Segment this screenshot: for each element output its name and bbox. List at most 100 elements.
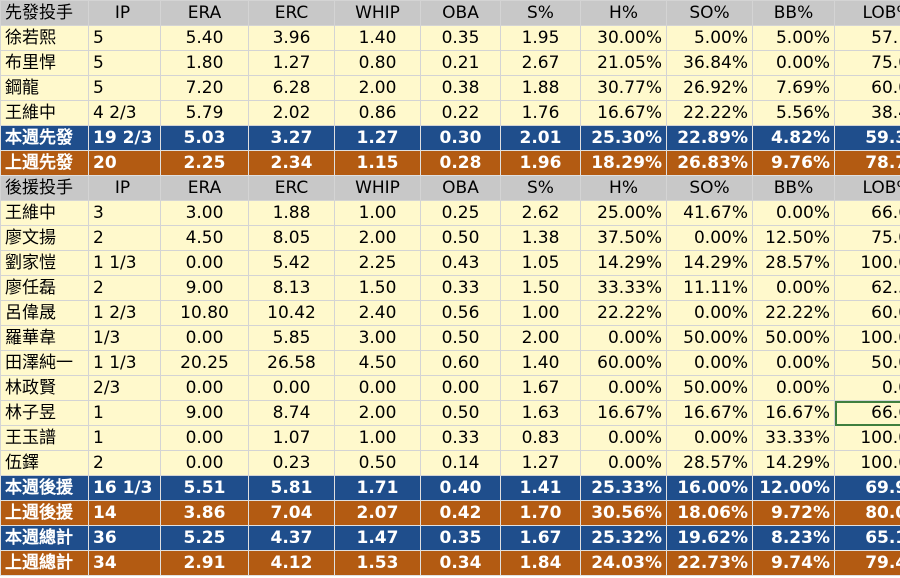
oba-cell[interactable]: 0.34 [420,550,501,576]
erc-cell[interactable]: 1.27 [248,50,335,76]
so-cell[interactable]: 0.00% [666,300,753,326]
column-header-lob-pct[interactable]: LOB% [834,0,900,26]
s-cell[interactable]: 0.83 [500,425,581,451]
s-cell[interactable]: 2.00 [500,325,581,351]
s-cell[interactable]: 1.40 [500,350,581,376]
section-title[interactable]: 先發投手 [0,0,89,26]
h-cell[interactable]: 18.29% [580,150,667,176]
so-cell[interactable]: 26.92% [666,75,753,101]
so-cell[interactable]: 16.00% [666,475,753,501]
oba-cell[interactable]: 0.50 [420,325,501,351]
pitcher-name-cell[interactable]: 廖任磊 [0,275,89,301]
so-cell[interactable]: 5.00% [666,25,753,51]
h-cell[interactable]: 60.00% [580,350,667,376]
ip-cell[interactable]: 2/3 [88,375,161,401]
column-header-whip[interactable]: WHIP [334,175,421,201]
lob-cell[interactable]: 62.50% [834,275,900,301]
pitcher-name-cell[interactable]: 伍鐸 [0,450,89,476]
era-cell[interactable]: 5.25 [160,525,249,551]
oba-cell[interactable]: 0.43 [420,250,501,276]
bb-cell[interactable]: 22.22% [752,300,835,326]
oba-cell[interactable]: 0.28 [420,150,501,176]
bb-cell[interactable]: 9.74% [752,550,835,576]
h-cell[interactable]: 37.50% [580,225,667,251]
h-cell[interactable]: 0.00% [580,375,667,401]
so-cell[interactable]: 36.84% [666,50,753,76]
era-cell[interactable]: 20.25 [160,350,249,376]
lob-cell[interactable]: 79.46% [834,550,900,576]
lob-cell[interactable]: 100.00% [834,450,900,476]
erc-cell[interactable]: 5.81 [248,475,335,501]
whip-cell[interactable]: 0.80 [334,50,421,76]
s-cell[interactable]: 1.70 [500,500,581,526]
column-header-s-pct[interactable]: S% [500,175,581,201]
h-cell[interactable]: 0.00% [580,325,667,351]
column-header-oba[interactable]: OBA [420,175,501,201]
whip-cell[interactable]: 0.00 [334,375,421,401]
s-cell[interactable]: 1.76 [500,100,581,126]
era-cell[interactable]: 5.03 [160,125,249,151]
lob-cell[interactable]: 66.67% [834,200,900,226]
so-cell[interactable]: 14.29% [666,250,753,276]
lob-cell[interactable]: 75.00% [834,50,900,76]
ip-cell[interactable]: 1 2/3 [88,300,161,326]
h-cell[interactable]: 25.00% [580,200,667,226]
whip-cell[interactable]: 0.86 [334,100,421,126]
ip-cell[interactable]: 5 [88,50,161,76]
erc-cell[interactable]: 0.23 [248,450,335,476]
oba-cell[interactable]: 0.30 [420,125,501,151]
whip-cell[interactable]: 2.40 [334,300,421,326]
column-header-h-pct[interactable]: H% [580,175,667,201]
so-cell[interactable]: 11.11% [666,275,753,301]
h-cell[interactable]: 30.00% [580,25,667,51]
h-cell[interactable]: 0.00% [580,425,667,451]
era-cell[interactable]: 9.00 [160,400,249,426]
era-cell[interactable]: 0.00 [160,250,249,276]
whip-cell[interactable]: 2.25 [334,250,421,276]
s-cell[interactable]: 2.62 [500,200,581,226]
erc-cell[interactable]: 3.96 [248,25,335,51]
column-header-bb-pct[interactable]: BB% [752,175,835,201]
column-header-s-pct[interactable]: S% [500,0,581,26]
lob-cell[interactable]: 100.00% [834,325,900,351]
s-cell[interactable]: 1.63 [500,400,581,426]
column-header-bb-pct[interactable]: BB% [752,0,835,26]
so-cell[interactable]: 26.83% [666,150,753,176]
ip-cell[interactable]: 4 2/3 [88,100,161,126]
era-cell[interactable]: 0.00 [160,425,249,451]
pitcher-name-cell[interactable]: 田澤純一 [0,350,89,376]
ip-cell[interactable]: 36 [88,525,161,551]
erc-cell[interactable]: 5.85 [248,325,335,351]
so-cell[interactable]: 22.22% [666,100,753,126]
column-header-ip[interactable]: IP [88,0,161,26]
whip-cell[interactable]: 1.27 [334,125,421,151]
erc-cell[interactable]: 5.42 [248,250,335,276]
era-cell[interactable]: 0.00 [160,450,249,476]
h-cell[interactable]: 22.22% [580,300,667,326]
so-cell[interactable]: 50.00% [666,325,753,351]
ip-cell[interactable]: 2 [88,225,161,251]
oba-cell[interactable]: 0.42 [420,500,501,526]
bb-cell[interactable]: 8.23% [752,525,835,551]
erc-cell[interactable]: 7.04 [248,500,335,526]
bb-cell[interactable]: 5.00% [752,25,835,51]
oba-cell[interactable]: 0.33 [420,425,501,451]
era-cell[interactable]: 1.80 [160,50,249,76]
whip-cell[interactable]: 1.53 [334,550,421,576]
erc-cell[interactable]: 4.12 [248,550,335,576]
oba-cell[interactable]: 0.35 [420,25,501,51]
s-cell[interactable]: 1.84 [500,550,581,576]
erc-cell[interactable]: 4.37 [248,525,335,551]
bb-cell[interactable]: 50.00% [752,325,835,351]
s-cell[interactable]: 1.41 [500,475,581,501]
h-cell[interactable]: 30.77% [580,75,667,101]
oba-cell[interactable]: 0.50 [420,225,501,251]
era-cell[interactable]: 9.00 [160,275,249,301]
bb-cell[interactable]: 5.56% [752,100,835,126]
pitcher-name-cell[interactable]: 本週總計 [0,525,89,551]
oba-cell[interactable]: 0.22 [420,100,501,126]
pitcher-name-cell[interactable]: 本週後援 [0,475,89,501]
h-cell[interactable]: 25.32% [580,525,667,551]
pitcher-name-cell[interactable]: 王玉譜 [0,425,89,451]
pitcher-name-cell[interactable]: 王維中 [0,100,89,126]
